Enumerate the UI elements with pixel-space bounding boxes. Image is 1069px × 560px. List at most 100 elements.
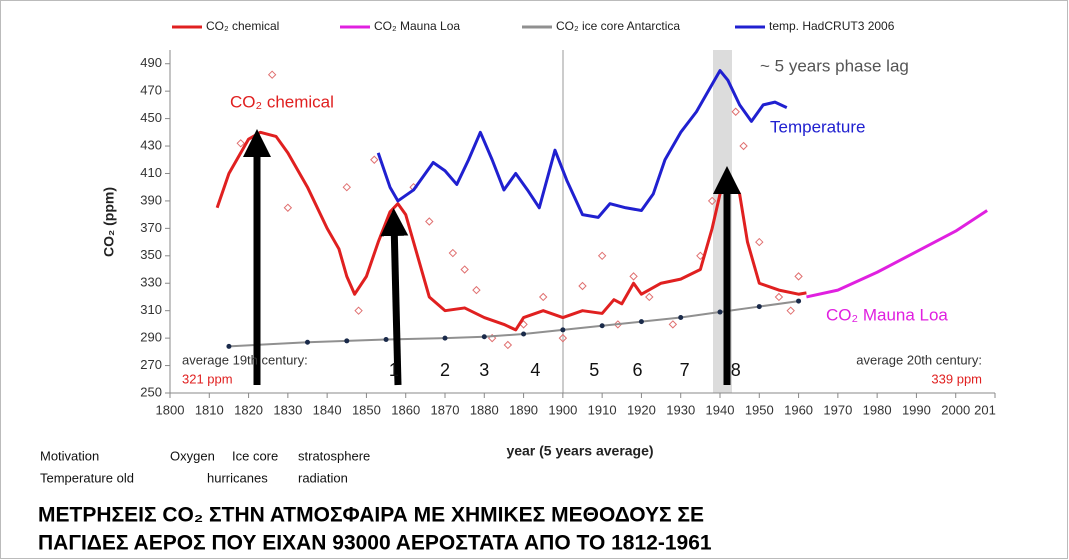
data-point xyxy=(755,237,764,247)
annotation: CO₂ chemical xyxy=(230,92,334,111)
data-point xyxy=(539,292,548,302)
data-point xyxy=(503,340,513,350)
average-label: average 20th century: xyxy=(856,352,982,367)
x-tick-label: 1830 xyxy=(273,402,302,417)
x-tick-label: 1890 xyxy=(509,402,538,417)
data-point xyxy=(558,333,568,343)
series-line xyxy=(376,69,788,219)
period-label: 6 xyxy=(632,360,642,380)
y-tick-label: 450 xyxy=(140,110,162,125)
x-tick-label: 1900 xyxy=(548,402,577,417)
menu-link[interactable]: radiation xyxy=(298,470,348,485)
x-tick-label: 201 xyxy=(974,402,996,417)
y-tick-label: 310 xyxy=(140,302,162,317)
legend-label: CO₂ ice core Antarctica xyxy=(556,19,680,33)
plot: 250 270 290 310 330 350 370 390 410 430 450 470 490 1… xyxy=(101,50,996,459)
y-tick-label: 250 xyxy=(140,384,162,399)
series-marker xyxy=(796,298,802,304)
data-point xyxy=(370,155,379,164)
x-tick-label: 1970 xyxy=(823,402,852,417)
x-tick-label: 1880 xyxy=(470,402,499,417)
average-value: 321 ppm xyxy=(182,371,233,386)
x-tick-label: 1920 xyxy=(627,402,656,417)
y-tick-label: 270 xyxy=(140,357,162,372)
legend-label: CO₂ chemical xyxy=(206,19,279,33)
series-marker xyxy=(599,323,605,329)
menu-link[interactable]: Temperature old xyxy=(40,470,134,485)
x-tick-label: 1860 xyxy=(391,402,420,417)
x-tick-label: 1940 xyxy=(706,402,735,417)
data-point xyxy=(597,251,607,261)
data-point xyxy=(354,306,363,315)
y-tick-label: 430 xyxy=(140,137,162,152)
series-marker xyxy=(481,334,487,340)
menu-link[interactable]: Ice core xyxy=(232,448,278,463)
caption: ΠΑΓΙΔΕΣ ΑΕΡΟΣ ΠΟΥ ΕΙΧΑΝ 93000 ΑΕΡΟΣΤΑΤΑ … xyxy=(38,532,712,555)
average-value: 339 ppm xyxy=(931,371,982,386)
data-point xyxy=(707,196,717,206)
series-marker xyxy=(560,327,566,333)
data-point xyxy=(283,203,293,212)
annotation: ~ 5 years phase lag xyxy=(760,56,909,75)
series-marker xyxy=(305,339,310,345)
y-tick-label: 290 xyxy=(140,330,162,345)
data-point xyxy=(731,107,740,116)
series-line xyxy=(215,130,807,332)
x-tick-label: 1820 xyxy=(234,402,263,417)
data-point xyxy=(578,281,587,291)
series-marker xyxy=(638,319,644,325)
x-tick-label: 1870 xyxy=(431,402,460,417)
y-tick-label: 370 xyxy=(140,220,162,235)
x-axis-label: year (5 years average) xyxy=(506,443,653,459)
y-tick-label: 470 xyxy=(140,83,162,98)
data-point xyxy=(774,292,784,302)
x-tick-label: 1840 xyxy=(313,402,342,417)
x-tick-label: 1910 xyxy=(588,402,617,417)
y-tick-label: 350 xyxy=(140,247,162,262)
data-point xyxy=(472,285,481,295)
legend-label: temp. HadCRUT3 2006 xyxy=(769,19,895,33)
data-point xyxy=(786,306,795,315)
menu-link[interactable]: Motivation xyxy=(40,448,99,463)
data-point xyxy=(739,141,748,151)
x-tick-label: 1990 xyxy=(902,402,931,417)
data-point xyxy=(425,217,434,226)
annotation: Temperature xyxy=(770,117,865,136)
data-point xyxy=(460,265,469,274)
data-point xyxy=(794,272,803,281)
y-tick-label: 390 xyxy=(140,192,162,207)
period-label: 8 xyxy=(731,360,741,380)
menu-link[interactable]: stratosphere xyxy=(298,448,370,463)
menu-link[interactable]: hurricanes xyxy=(207,470,268,485)
period-label: 3 xyxy=(479,360,489,380)
series-marker xyxy=(678,315,684,321)
y-tick-label: 330 xyxy=(140,275,162,290)
menu-link[interactable]: Oxygen xyxy=(170,448,215,463)
data-point xyxy=(645,292,654,302)
data-point xyxy=(448,248,458,258)
annotation: CO₂ Mauna Loa xyxy=(826,305,948,324)
series-marker xyxy=(717,309,723,315)
data-point xyxy=(668,320,678,329)
series-marker xyxy=(344,338,350,344)
y-tick-label: 490 xyxy=(140,55,162,70)
data-point xyxy=(267,70,277,79)
caption: ΜΕΤΡΗΣΕΙΣ CO₂ ΣΤΗΝ ΑΤΜΟΣΦΑΙΡΑ ΜΕ ΧΗΜΙΚΕΣ… xyxy=(38,504,704,527)
x-tick-label: 1810 xyxy=(195,402,224,417)
x-tick-label: 1930 xyxy=(666,402,695,417)
period-label: 4 xyxy=(530,360,540,380)
data-point xyxy=(629,272,638,281)
data-point xyxy=(342,182,351,192)
arrow xyxy=(380,208,409,386)
series-marker xyxy=(756,304,762,310)
x-tick-label: 1960 xyxy=(784,402,813,417)
series-marker xyxy=(521,331,527,337)
x-tick-label: 1850 xyxy=(352,402,381,417)
data-point xyxy=(696,251,705,261)
y-tick-label: 410 xyxy=(140,165,162,180)
x-tick-label: 1950 xyxy=(745,402,774,417)
legend-label: CO₂ Mauna Loa xyxy=(374,19,460,33)
y-axis-label: CO₂ (ppm) xyxy=(101,187,117,257)
